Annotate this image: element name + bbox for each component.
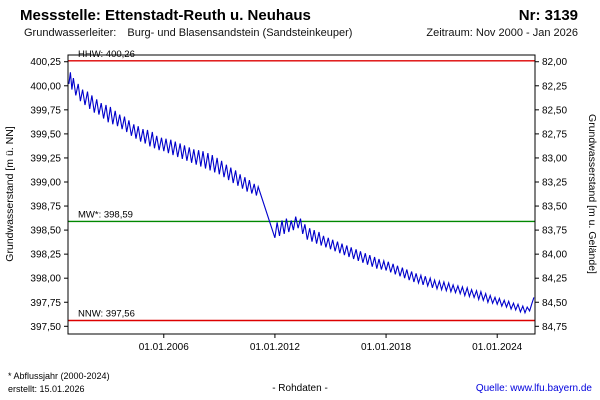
aquifer-value: Burg- und Blasensandstein (Sandsteinkeup… — [127, 27, 353, 39]
y-axis-tick-label-left: 400,25 — [30, 57, 61, 68]
reference-label-hhw: HHW: 400,26 — [78, 49, 135, 60]
created-date: erstellt: 15.01.2026 — [8, 384, 85, 394]
header-row: Messstelle: Ettenstadt-Reuth u. Neuhaus … — [0, 0, 600, 24]
y-axis-tick-label-right: 84,00 — [542, 250, 567, 261]
subheader-row: Grundwasserleiter: Burg- und Blasensands… — [0, 24, 600, 39]
x-axis-tick-label: 01.01.2012 — [250, 342, 300, 353]
x-axis-tick-label: 01.01.2024 — [472, 342, 522, 353]
y-axis-tick-label-right: 83,25 — [542, 177, 567, 188]
chart-canvas: Grundwasserstand [m ü. NN] Grundwasserst… — [4, 49, 598, 353]
y-axis-tick-label-right: 83,50 — [542, 202, 567, 213]
aquifer-label: Grundwasserleiter: — [24, 27, 117, 39]
y-axis-tick-label-right: 83,00 — [542, 153, 567, 164]
y-axis-tick-label-right: 82,00 — [542, 57, 567, 68]
y-axis-tick-label-right: 82,75 — [542, 129, 567, 140]
x-axis-tick-label: 01.01.2006 — [139, 342, 189, 353]
rohdaten-label: - Rohdaten - — [272, 383, 328, 394]
data-line — [68, 72, 535, 315]
x-axis-tick-label: 01.01.2018 — [361, 342, 411, 353]
y-axis-tick-label-right: 82,25 — [542, 81, 567, 92]
y-axis-title-left: Grundwasserstand [m ü. NN] — [4, 126, 16, 261]
plot-border — [67, 54, 536, 335]
y-axis-tick-label-left: 399,25 — [30, 153, 61, 164]
y-axis-tick-label-left: 397,75 — [30, 298, 61, 309]
source-link[interactable]: www.lfu.bayern.de — [510, 383, 592, 394]
y-axis-tick-label-left: 398,25 — [30, 250, 61, 261]
aquifer-info: Grundwasserleiter: Burg- und Blasensands… — [24, 27, 352, 39]
y-axis-tick-label-right: 84,25 — [542, 274, 567, 285]
y-axis-tick-label-left: 399,50 — [30, 129, 61, 140]
y-axis-tick-label-right: 84,75 — [542, 322, 567, 333]
reference-label-mw: MW*: 398,59 — [78, 209, 133, 220]
station-number: Nr: 3139 — [518, 7, 578, 24]
source-line: Quelle: www.lfu.bayern.de — [476, 383, 592, 394]
y-axis-tick-label-left: 398,50 — [30, 226, 61, 237]
reference-label-nnw: NNW: 397,56 — [78, 309, 135, 320]
y-axis-tick-label-right: 82,50 — [542, 105, 567, 116]
y-axis-title-right: Grundwasserstand [m u. Gelände] — [586, 114, 598, 274]
y-axis-tick-label-left: 397,50 — [30, 322, 61, 333]
period-label: Zeitraum: Nov 2000 - Jan 2026 — [426, 27, 578, 39]
y-axis-tick-label-left: 399,75 — [30, 105, 61, 116]
y-axis-tick-label-left: 399,00 — [30, 177, 61, 188]
y-axis-tick-label-right: 83,75 — [542, 226, 567, 237]
station-title: Messstelle: Ettenstadt-Reuth u. Neuhaus — [20, 7, 311, 24]
source-label: Quelle: — [475, 383, 508, 394]
y-axis-tick-label-right: 84,50 — [542, 298, 567, 309]
footer: * Abflussjahr (2000-2024) erstellt: 15.0… — [0, 370, 600, 400]
y-axis-tick-label-left: 400,00 — [30, 81, 61, 92]
y-axis-tick-label-left: 398,75 — [30, 202, 61, 213]
plot-layer: HHW: 400,26 MW*: 398,59 NNW: 397,56 400,25 4… — [30, 49, 567, 353]
y-axis-tick-label-left: 398,00 — [30, 274, 61, 285]
abflussjahr-footnote: * Abflussjahr (2000-2024) — [8, 371, 110, 381]
